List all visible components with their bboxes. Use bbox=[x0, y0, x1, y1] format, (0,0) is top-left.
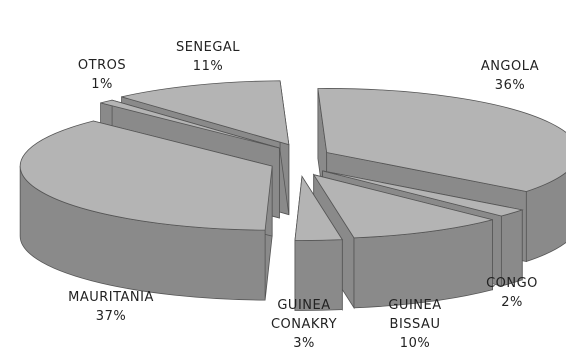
slice-value-guinea-bissau: 10% bbox=[399, 336, 431, 351]
slice-name-otros: OTROS bbox=[77, 58, 127, 73]
slice-label-guinea-conakry: GUINEA CONAKRY 3% bbox=[262, 296, 346, 353]
slice-name-mauritania: MAURITANIA bbox=[68, 290, 154, 305]
slice-label-guinea-bissau: GUINEA BISSAU 10% bbox=[380, 296, 450, 353]
slice-value-angola: 36% bbox=[494, 78, 526, 93]
slice-name-guinea-bissau: GUINEA BISSAU bbox=[388, 298, 442, 332]
slice-value-otros: 1% bbox=[91, 77, 113, 92]
pie-slice-top-senegal bbox=[121, 80, 290, 146]
pie-slice-top-otros bbox=[100, 99, 280, 149]
pie-slice-top-guinea-bissau bbox=[312, 174, 493, 239]
slice-name-guinea-conakry: GUINEA CONAKRY bbox=[270, 298, 338, 332]
pie-slice-mauritania bbox=[19, 120, 273, 301]
slice-value-guinea-conakry: 3% bbox=[293, 336, 315, 351]
slice-value-senegal: 11% bbox=[192, 59, 224, 74]
slice-name-congo: CONGO bbox=[486, 276, 538, 291]
pie-slice-top-mauritania bbox=[19, 120, 273, 231]
pie-slice-guinea-bissau bbox=[312, 173, 493, 310]
slice-label-otros: OTROS 1% bbox=[70, 56, 134, 94]
pie-slice-guinea-conakry bbox=[294, 175, 343, 312]
pie-slice-top-angola bbox=[317, 88, 566, 192]
pie-slice-top-congo bbox=[322, 170, 524, 217]
pie-slice-top-guinea-conakry bbox=[294, 175, 343, 241]
pie-slice-outer-wall-angola-0 bbox=[525, 171, 566, 263]
slice-label-senegal: SENEGAL 11% bbox=[166, 38, 250, 76]
slice-name-angola: ANGOLA bbox=[480, 59, 540, 74]
slice-value-mauritania: 37% bbox=[95, 309, 127, 324]
slice-label-mauritania: MAURITANIA 37% bbox=[56, 288, 166, 326]
slice-label-angola: ANGOLA 36% bbox=[472, 57, 548, 95]
slice-name-senegal: SENEGAL bbox=[175, 40, 241, 55]
slice-label-congo: CONGO 2% bbox=[480, 274, 544, 312]
slice-value-congo: 2% bbox=[501, 295, 523, 310]
